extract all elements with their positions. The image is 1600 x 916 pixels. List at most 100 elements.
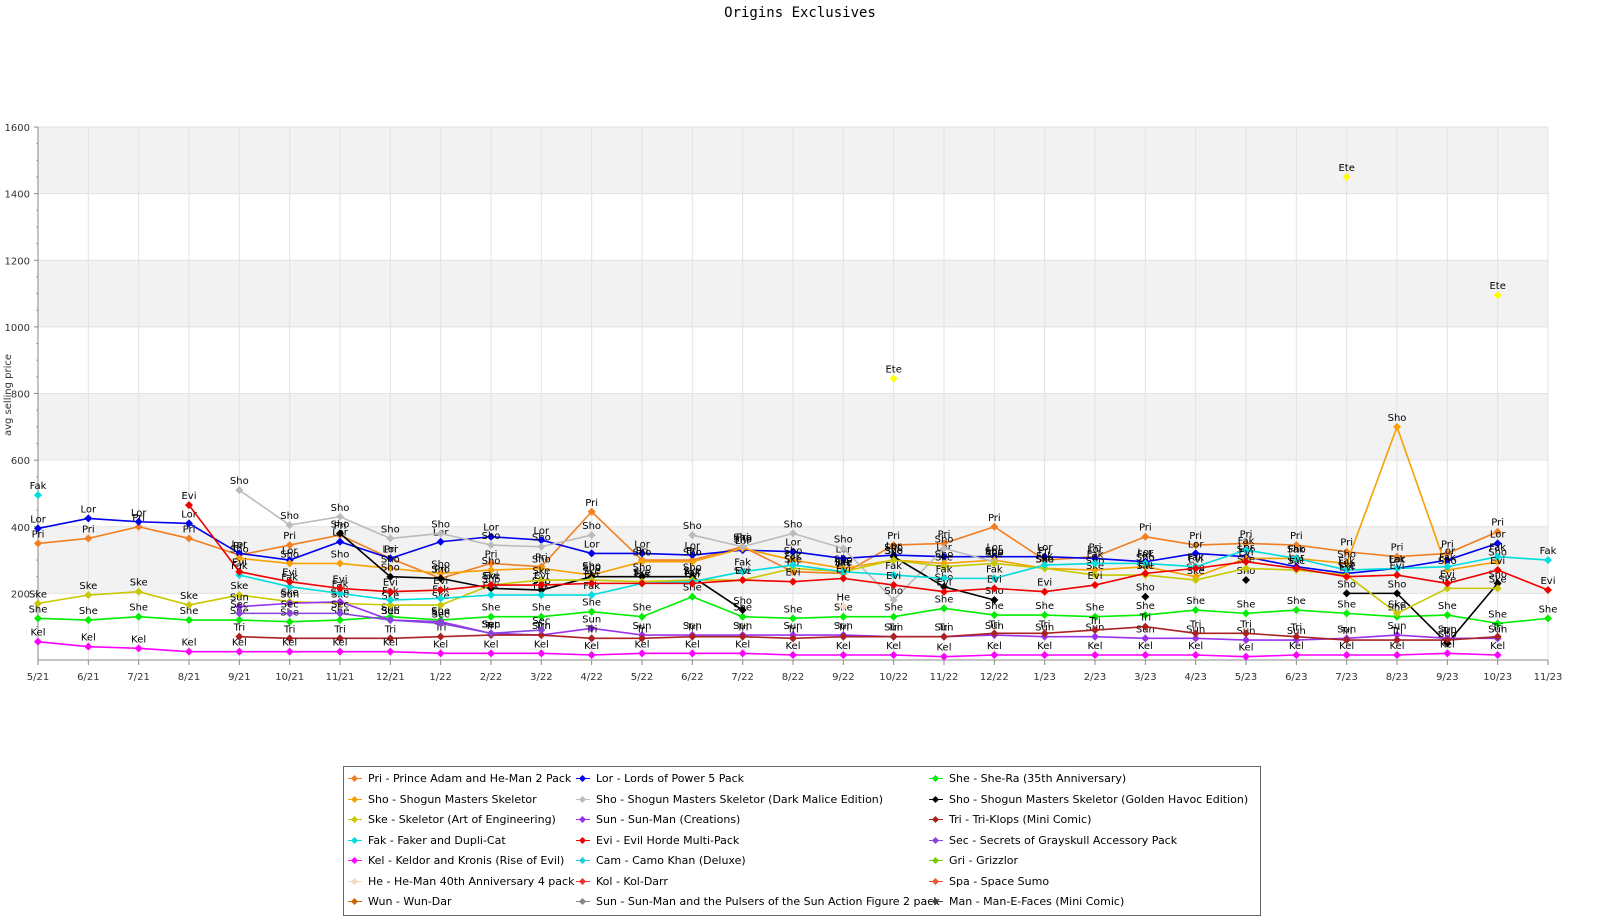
data-label: Fak xyxy=(1389,554,1406,565)
data-label: Sun xyxy=(280,589,299,600)
data-label: Evi xyxy=(282,568,297,579)
data-point xyxy=(34,614,42,623)
legend-entry: Kol - Kol-Darr xyxy=(576,874,668,890)
legend-label: Gri - Grizzlor xyxy=(949,854,1019,867)
data-label: Lor xyxy=(232,539,249,550)
legend-entry: Wun - Wun-Dar xyxy=(348,894,452,910)
data-label: Sho xyxy=(884,543,903,554)
data-label: Ete xyxy=(1489,281,1505,292)
data-point xyxy=(839,602,848,611)
data-label: Sho xyxy=(280,549,299,560)
data-label: Sho xyxy=(582,563,601,574)
data-label: Sho xyxy=(935,549,954,560)
data-label: Pri xyxy=(1441,539,1454,550)
data-label: Pri xyxy=(82,524,95,535)
data-label: Pri xyxy=(384,544,397,555)
data-point xyxy=(889,541,898,550)
data-label: Pri xyxy=(585,498,598,509)
data-label: Lor xyxy=(1188,539,1205,550)
data-point xyxy=(386,572,395,581)
data-point xyxy=(134,587,143,596)
data-label: Ete xyxy=(1338,163,1354,174)
data-point xyxy=(990,596,999,605)
series-layer: Pri Pri Pri Pri Pri Pri Pri Pri Pri Pri Pri Pri Pri P… xyxy=(29,163,1557,661)
data-label: Sho xyxy=(733,534,752,545)
data-point xyxy=(839,554,848,563)
data-label: Lor xyxy=(383,544,400,555)
y-tick-label: 1000 xyxy=(5,323,30,334)
data-point xyxy=(1544,556,1552,565)
data-label: Tri xyxy=(1290,623,1303,634)
data-label: Lor xyxy=(785,538,802,549)
data-label: Kel xyxy=(31,628,46,639)
data-label: Evi xyxy=(332,574,347,585)
data-label: Kel xyxy=(1289,641,1304,652)
data-point xyxy=(1191,629,1200,638)
data-point xyxy=(487,559,495,568)
x-tick-label: 12/21 xyxy=(376,672,405,683)
series-kel: Kel Kel Kel Kel Kel Kel Kel Kel Kel Kel Kel Kel Kel K… xyxy=(31,628,1505,661)
data-label: Pri xyxy=(183,524,196,535)
data-point xyxy=(1493,557,1502,566)
data-point xyxy=(839,567,848,576)
x-tick-label: 2/23 xyxy=(1084,672,1106,683)
x-tick-label: 10/22 xyxy=(879,672,908,683)
data-label: She xyxy=(532,603,551,614)
data-point xyxy=(336,512,344,521)
data-label: Evi xyxy=(534,571,549,582)
data-point xyxy=(889,632,898,641)
data-point xyxy=(336,634,344,643)
data-point xyxy=(1393,422,1401,431)
data-point xyxy=(1242,539,1250,548)
data-point xyxy=(386,601,395,610)
legend-entry: Lor - Lords of Power 5 Pack xyxy=(576,771,744,787)
data-point xyxy=(1091,651,1099,660)
data-label: Kel xyxy=(484,639,499,650)
data-label: Lor xyxy=(30,514,47,525)
x-tick-label: 6/23 xyxy=(1285,672,1307,683)
legend-entry: She - She-Ra (35th Anniversary) xyxy=(929,771,1126,787)
data-point xyxy=(1393,571,1401,580)
data-point xyxy=(487,591,495,600)
data-point xyxy=(839,574,848,583)
data-point xyxy=(638,579,646,588)
data-label: She xyxy=(431,606,450,617)
data-point xyxy=(84,642,93,651)
data-point xyxy=(789,614,797,623)
data-point xyxy=(436,569,445,578)
data-point xyxy=(940,582,948,591)
x-tick-label: 5/23 xyxy=(1235,672,1257,683)
data-point xyxy=(235,554,244,563)
data-point xyxy=(1040,552,1049,561)
series-sec: Sec Sec Sec Sec Sec Sec Sec xyxy=(230,599,550,638)
data-label: Lor xyxy=(534,526,551,537)
data-point xyxy=(688,649,697,658)
data-label: She xyxy=(1136,601,1155,612)
data-point xyxy=(587,531,596,540)
data-point xyxy=(34,539,42,548)
data-point xyxy=(285,582,294,591)
legend-label: Pri - Prince Adam and He-Man 2 Pack xyxy=(368,772,572,785)
data-point xyxy=(1493,579,1502,588)
data-label: Sho xyxy=(532,533,551,544)
data-label: Pri xyxy=(988,513,1001,524)
axes: 5/21 6/21 7/21 8/21 9/21 10/21 11/21 12/21 1/22 2… xyxy=(5,123,1563,683)
data-label: Pri xyxy=(1139,523,1152,534)
data-point xyxy=(1191,564,1200,573)
data-point xyxy=(1443,649,1452,658)
legend-swatch xyxy=(348,792,362,808)
x-tick-label: 1/22 xyxy=(429,672,451,683)
legend-entry: Sec - Secrets of Grayskull Accessory Pac… xyxy=(929,833,1177,849)
data-label: Evi xyxy=(232,558,247,569)
data-point xyxy=(638,549,646,558)
data-point xyxy=(134,517,143,526)
y-tick-label: 800 xyxy=(11,390,30,401)
data-label: Pri xyxy=(283,531,296,542)
data-point xyxy=(889,612,898,621)
data-point xyxy=(235,602,244,611)
data-label: Sho xyxy=(985,548,1004,559)
data-label: Pri xyxy=(1240,529,1253,540)
data-point xyxy=(1141,532,1150,541)
data-point xyxy=(1342,636,1351,645)
data-point xyxy=(1493,584,1502,593)
